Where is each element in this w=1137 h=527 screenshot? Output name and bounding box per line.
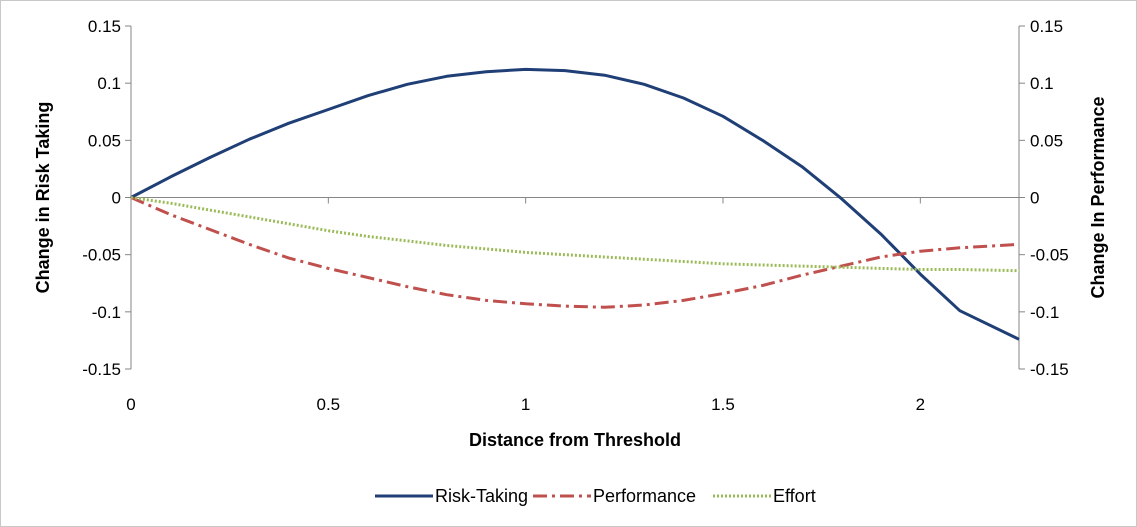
y2-tick-label: -0.15 bbox=[1030, 360, 1069, 379]
y2-axis-title: Change In Performance bbox=[1088, 96, 1108, 298]
x-tick-label: 0 bbox=[126, 395, 135, 414]
y-tick-label: 0.1 bbox=[97, 74, 121, 93]
x-tick-label: 1.5 bbox=[711, 395, 735, 414]
legend-label: Performance bbox=[593, 486, 696, 506]
y-tick-label: -0.05 bbox=[82, 246, 121, 265]
x-tick-label: 1 bbox=[521, 395, 530, 414]
series-layer bbox=[130, 67, 1020, 341]
x-axis-title: Distance from Threshold bbox=[469, 430, 681, 450]
series-line-performance bbox=[130, 196, 1020, 309]
x-tick-label: 0.5 bbox=[317, 395, 341, 414]
series-line-effort bbox=[130, 196, 1020, 273]
y2-tick-label: 0.1 bbox=[1030, 74, 1054, 93]
legend: Risk-Taking Performance Effort bbox=[375, 486, 816, 506]
y-tick-label: -0.1 bbox=[92, 303, 121, 322]
axes: 0.15 0.15 0.1 0.1 0.05 0.05 0 0 -0.05 -0.05 -0.1 -0… bbox=[82, 17, 1069, 414]
y2-tick-label: -0.05 bbox=[1030, 246, 1069, 265]
y2-tick-label: 0.05 bbox=[1030, 131, 1063, 150]
y-tick-label: 0 bbox=[112, 189, 121, 208]
legend-label: Effort bbox=[773, 486, 816, 506]
y-tick-label: 0.15 bbox=[88, 17, 121, 36]
x-tick-label: 2 bbox=[916, 395, 925, 414]
y2-tick-label: 0.15 bbox=[1030, 17, 1063, 36]
y-tick-label: -0.15 bbox=[82, 360, 121, 379]
y2-tick-label: -0.1 bbox=[1030, 303, 1059, 322]
series-line-risk-taking bbox=[130, 67, 1020, 341]
y-tick-label: 0.05 bbox=[88, 131, 121, 150]
legend-label: Risk-Taking bbox=[435, 486, 528, 506]
y2-tick-label: 0 bbox=[1030, 189, 1039, 208]
y-axis-title: Change in Risk Taking bbox=[33, 102, 53, 294]
